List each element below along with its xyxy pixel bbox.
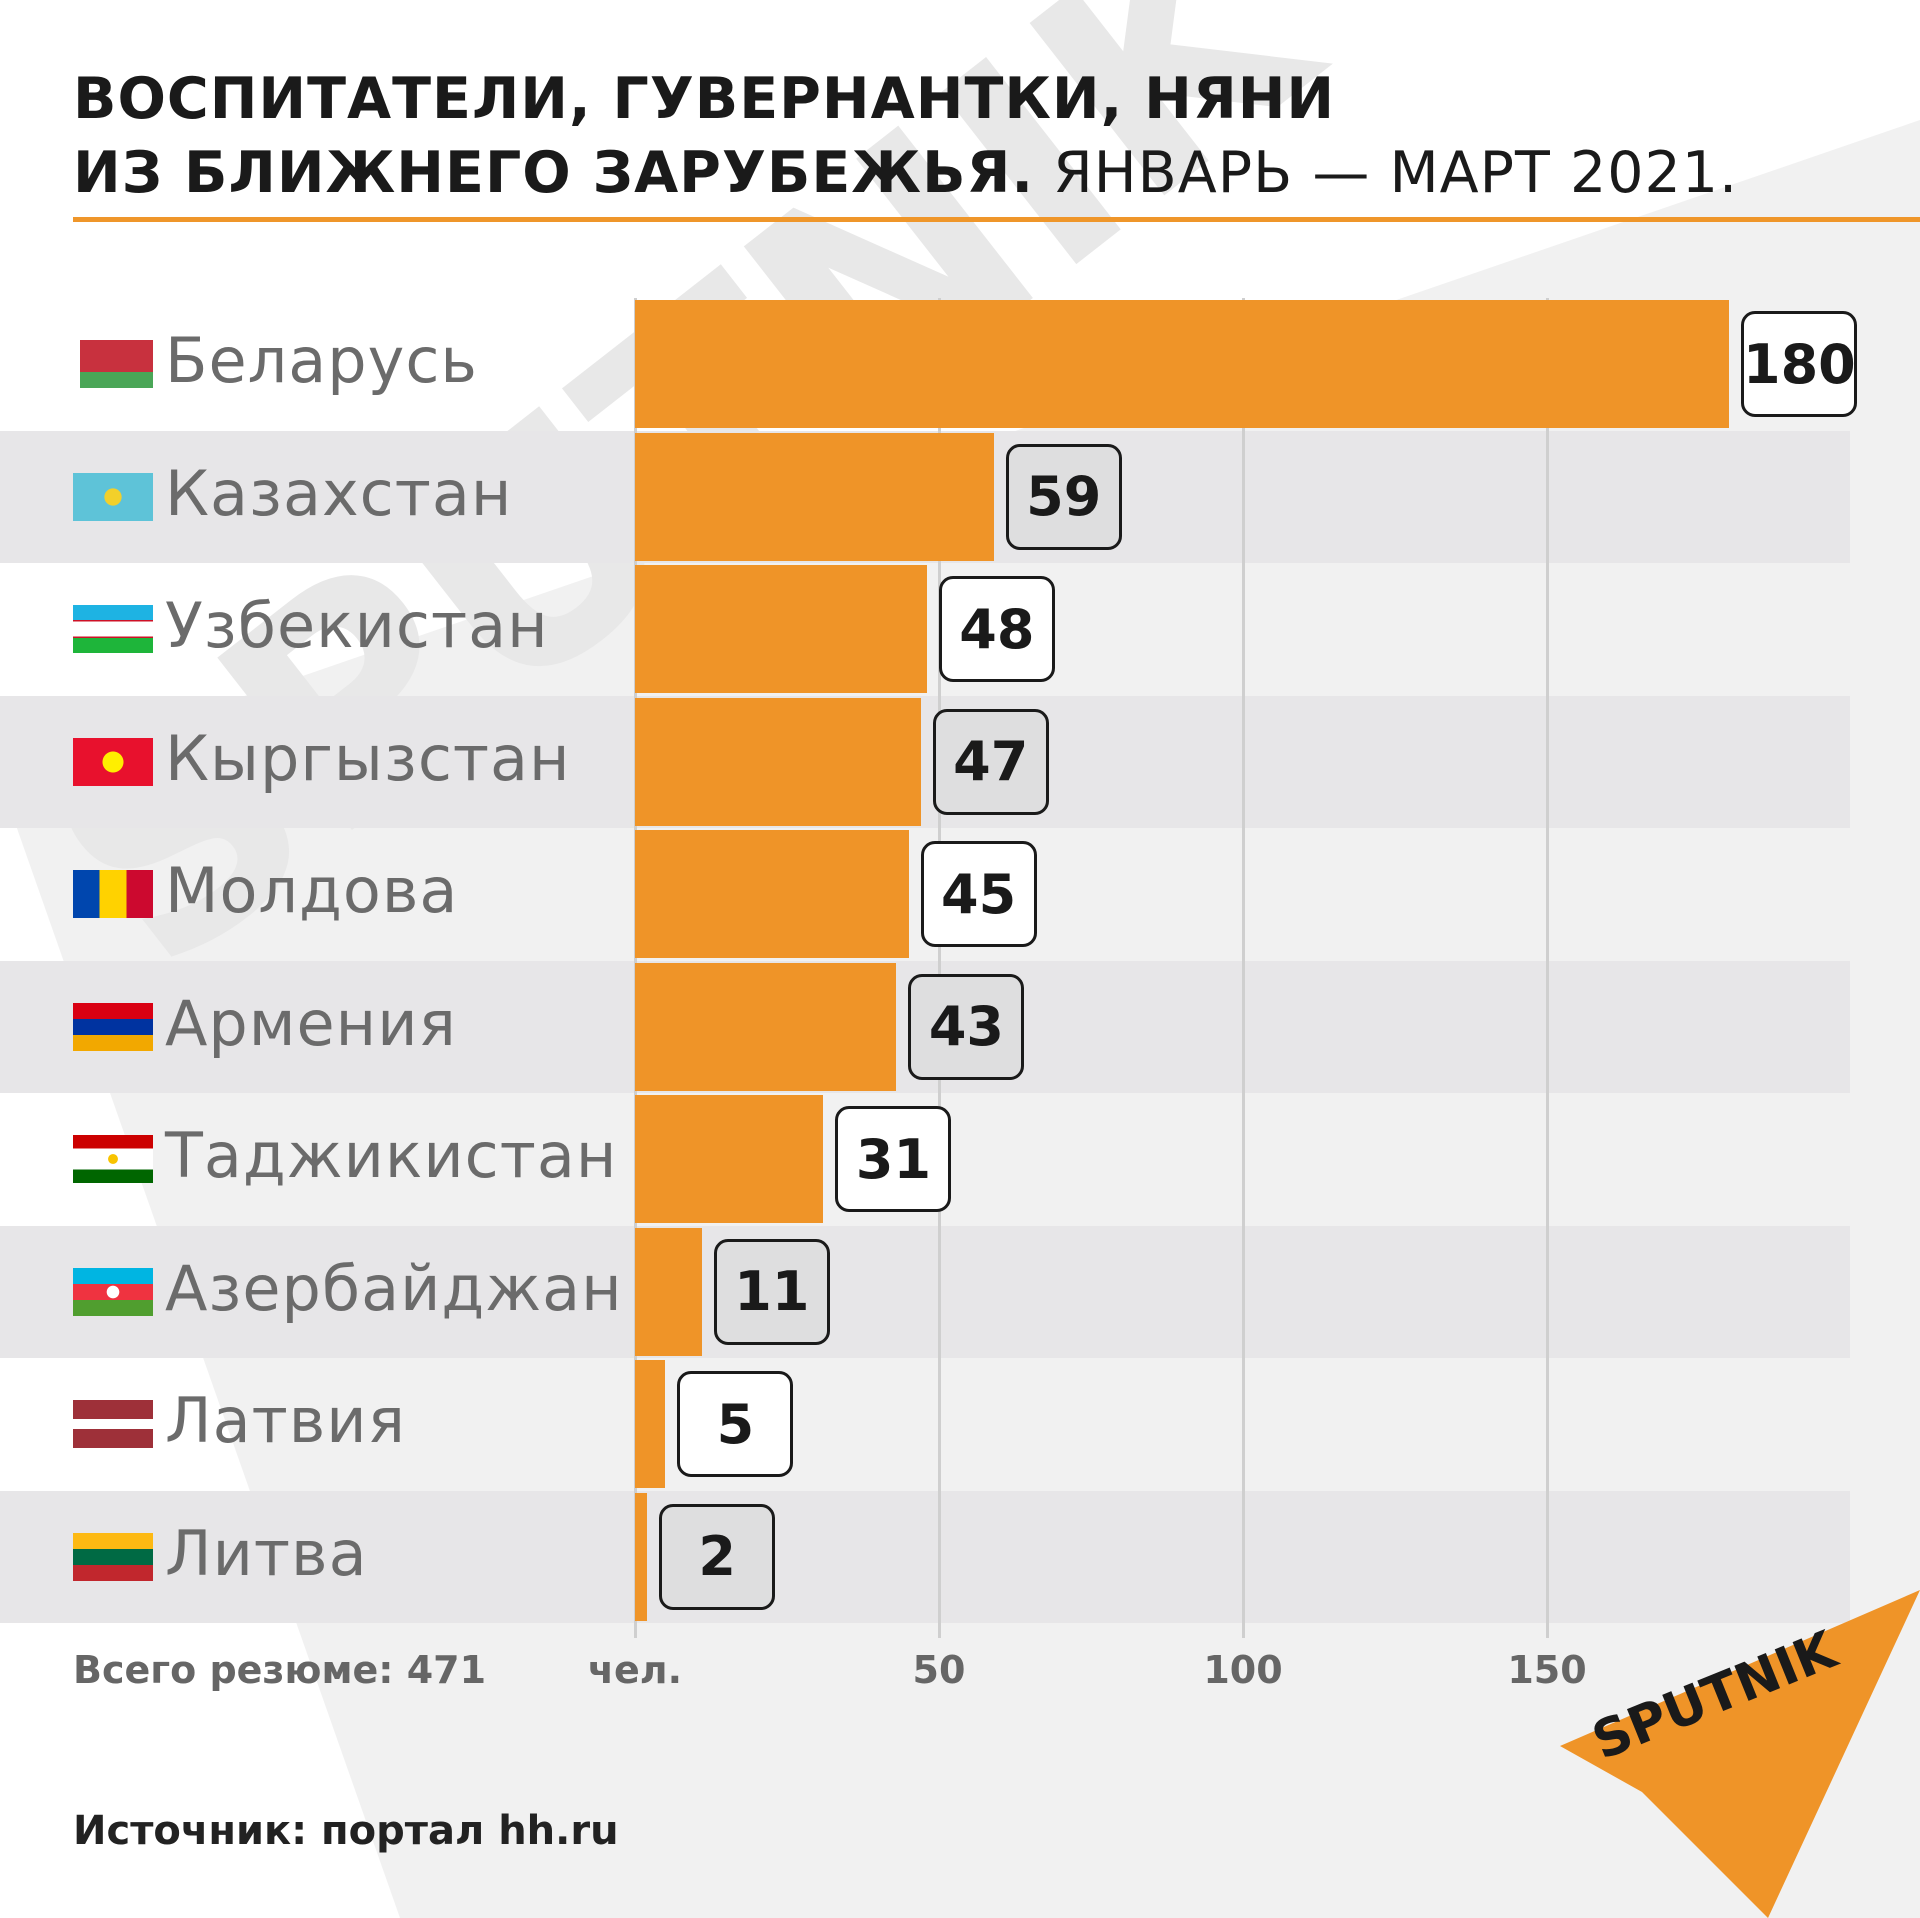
tick-label: 150	[1507, 1648, 1587, 1692]
bar	[635, 300, 1730, 429]
chart-title-bold: ИЗ БЛИЖНЕГО ЗАРУБЕЖЬЯ.	[73, 140, 1035, 206]
bar	[635, 830, 909, 959]
category-label: Узбекистан	[165, 589, 549, 663]
gridline	[1546, 298, 1549, 1638]
category-label: Кыргызстан	[165, 721, 571, 795]
bar	[635, 1227, 702, 1356]
category-label: Беларусь	[165, 324, 478, 398]
title-underline	[73, 217, 1920, 222]
category-label: Молдова	[165, 854, 459, 928]
unit-label: чел.	[587, 1648, 683, 1692]
category-label: Азербайджан	[165, 1251, 623, 1325]
latvia-flag-icon	[73, 1400, 153, 1449]
bar	[635, 962, 897, 1091]
bar	[635, 432, 994, 561]
category-label: Таджикистан	[165, 1119, 618, 1193]
sputnik-logo: SPUTNIK	[1560, 1590, 1920, 1918]
total-label: Всего резюме: 471	[73, 1648, 487, 1692]
bar	[635, 1360, 666, 1489]
row-band	[0, 1490, 1850, 1623]
data-label: 180	[1741, 311, 1858, 418]
data-label: 31	[835, 1106, 952, 1213]
data-label: 45	[920, 841, 1037, 948]
data-label: 11	[713, 1238, 830, 1345]
kazakhstan-flag-icon	[73, 472, 153, 521]
gridline	[1242, 298, 1245, 1638]
bar	[635, 1095, 824, 1224]
armenia-flag-icon	[73, 1002, 153, 1051]
belarus-flag-icon	[73, 340, 153, 389]
lithuania-flag-icon	[73, 1532, 153, 1581]
source-note: Источник: портал hh.ru	[73, 1808, 619, 1854]
tick-label: 50	[912, 1648, 966, 1692]
azerbaijan-flag-icon	[73, 1267, 153, 1316]
bar	[635, 697, 921, 826]
tajikistan-flag-icon	[73, 1135, 153, 1184]
data-label: 5	[677, 1371, 794, 1478]
data-label: 59	[1005, 443, 1122, 550]
uzbekistan-flag-icon	[73, 605, 153, 654]
data-label: 2	[659, 1503, 776, 1610]
moldova-flag-icon	[73, 870, 153, 919]
chart-title-line1: ВОСПИТАТЕЛИ, ГУВЕРНАНТКИ, НЯНИ	[73, 66, 1336, 132]
category-label: Литва	[165, 1516, 368, 1590]
category-label: Латвия	[165, 1384, 406, 1458]
tick-label: 100	[1203, 1648, 1283, 1692]
row-band	[0, 695, 1850, 828]
data-label: 47	[932, 708, 1049, 815]
category-label: Казахстан	[165, 456, 513, 530]
chart-title-light: ЯНВАРЬ — МАРТ 2021.	[1034, 140, 1739, 206]
row-band	[0, 1225, 1850, 1358]
bar	[635, 1492, 648, 1621]
data-label: 43	[908, 973, 1025, 1080]
data-label: 48	[938, 576, 1055, 683]
category-label: Армения	[165, 986, 457, 1060]
kyrgyzstan-flag-icon	[73, 737, 153, 786]
gridline	[938, 298, 941, 1638]
bar	[635, 565, 927, 694]
chart-title-line2: ИЗ БЛИЖНЕГО ЗАРУБЕЖЬЯ. ЯНВАРЬ — МАРТ 202…	[73, 140, 1738, 206]
